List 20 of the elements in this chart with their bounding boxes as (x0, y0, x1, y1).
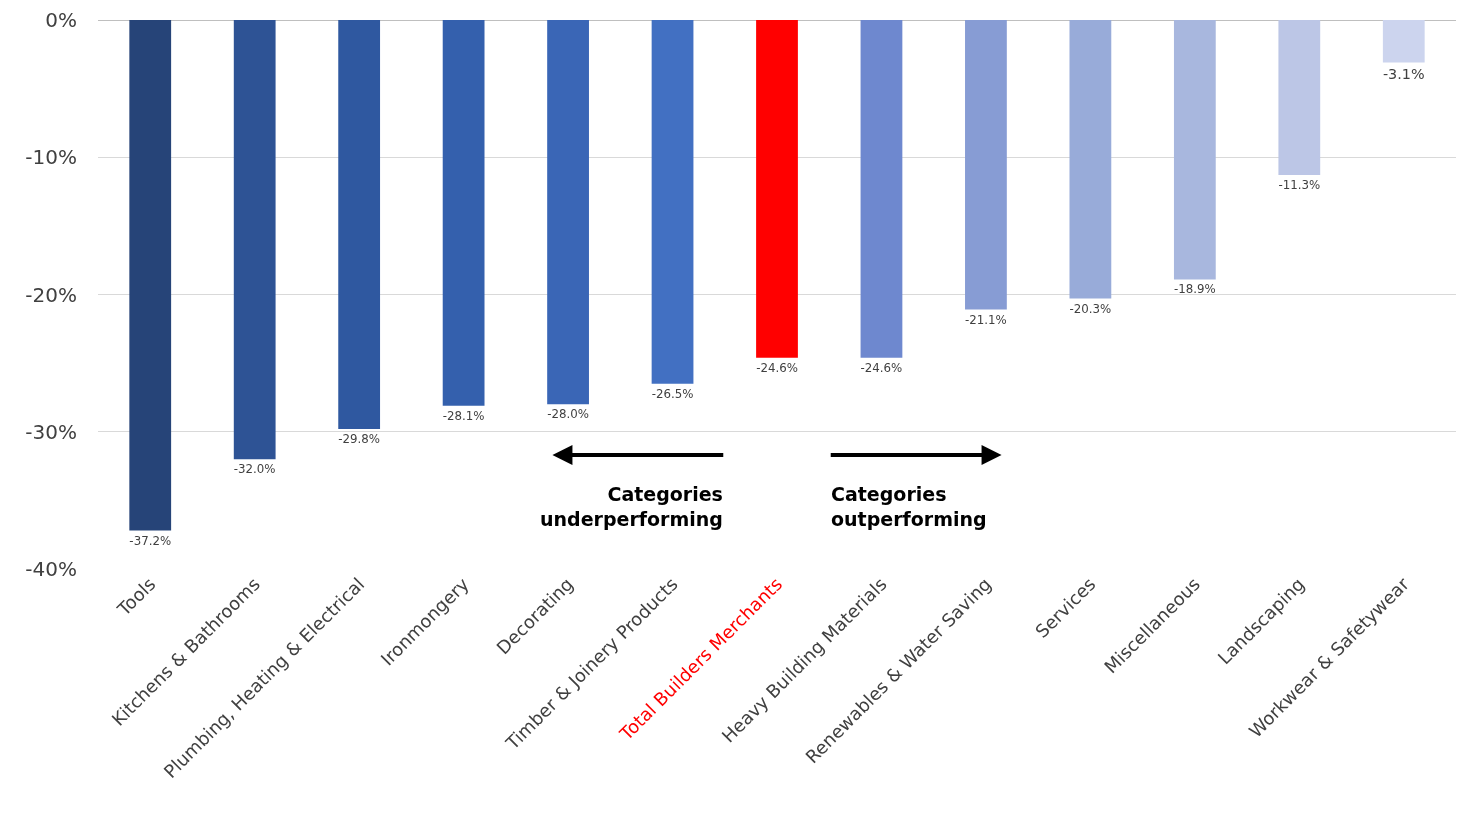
y-tick-label: -40% (25, 557, 77, 581)
data-label: -29.8% (338, 432, 381, 447)
y-tick-label: -30% (25, 419, 77, 444)
data-label: -18.9% (1173, 282, 1216, 297)
data-label: -21.1% (965, 312, 1007, 327)
data-label: -11.3% (1278, 178, 1321, 193)
data-label: -37.2% (129, 533, 172, 548)
annotation: Categories underperforming (540, 483, 723, 530)
annotation: Categories outperforming (831, 483, 987, 530)
y-tick-label: -20% (25, 282, 77, 307)
y-tick-label: -10% (25, 145, 77, 170)
data-label: -26.5% (651, 386, 694, 401)
data-label: -28.0% (547, 407, 589, 422)
data-label: -3.1% (1382, 65, 1425, 82)
data-label: -28.1% (442, 408, 485, 423)
data-label: -32.0% (233, 462, 276, 477)
data-label: -24.6% (756, 360, 798, 375)
data-label: -20.3% (1069, 301, 1112, 316)
y-tick-label: 0% (45, 8, 77, 32)
data-label: -24.6% (860, 360, 903, 375)
